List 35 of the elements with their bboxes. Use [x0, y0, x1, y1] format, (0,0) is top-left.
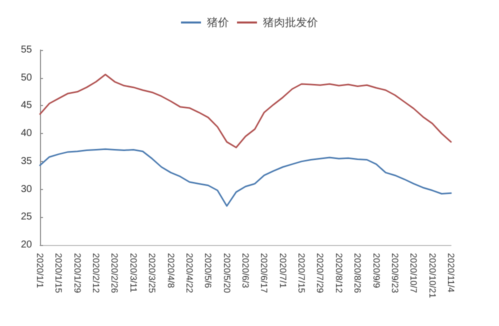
- x-tick-label: 2020/6/17: [259, 253, 270, 294]
- x-tick-label: 2020/2/26: [110, 253, 120, 294]
- x-tick-label: 2020/8/26: [352, 253, 363, 294]
- y-tick-label: 40: [20, 128, 32, 140]
- x-tick-label: 2020/1/29: [72, 253, 82, 294]
- line-series: [39, 148, 452, 207]
- x-tick-label: 2020/9/9: [371, 253, 382, 288]
- x-tick-label: 2020/4/8: [166, 253, 176, 288]
- legend-label: 猪价: [207, 16, 229, 29]
- y-tick-label: 50: [20, 72, 32, 84]
- x-tick-label: 2020/11/4: [446, 253, 456, 292]
- x-tick-label: 2020/1/1: [35, 253, 45, 288]
- x-tick-label: 2020/7/29: [315, 253, 326, 294]
- x-tick-label: 2020/8/12: [334, 253, 344, 294]
- x-tick-label: 2020/1/15: [54, 253, 64, 294]
- y-tick-label: 35: [20, 156, 32, 167]
- x-tick-label: 2020/10/21: [427, 253, 438, 298]
- line-series: [39, 74, 452, 148]
- x-tick-label: 2020/3/11: [128, 253, 138, 292]
- y-tick-label: 25: [20, 212, 32, 223]
- x-tick-label: 2020/4/22: [184, 253, 194, 294]
- y-tick-label: 45: [20, 100, 32, 112]
- x-tick-label: 2020/6/3: [240, 253, 250, 288]
- x-tick-label: 2020/10/7: [408, 253, 419, 294]
- y-tick-label: 30: [20, 184, 32, 195]
- y-tick-label: 55: [20, 44, 32, 56]
- x-tick-label: 2020/7/15: [296, 253, 307, 294]
- x-tick-label: 2020/9/23: [390, 253, 400, 294]
- legend-label: 猪肉批发价: [263, 16, 318, 29]
- x-tick-label: 2020/7/1: [278, 253, 288, 288]
- x-tick-label: 2020/2/12: [91, 253, 102, 294]
- x-tick-label: 2020/5/20: [222, 253, 232, 294]
- x-tick-label: 2020/5/6: [203, 253, 214, 288]
- y-tick-label: 20: [20, 240, 32, 250]
- x-tick-label: 2020/3/25: [147, 253, 158, 294]
